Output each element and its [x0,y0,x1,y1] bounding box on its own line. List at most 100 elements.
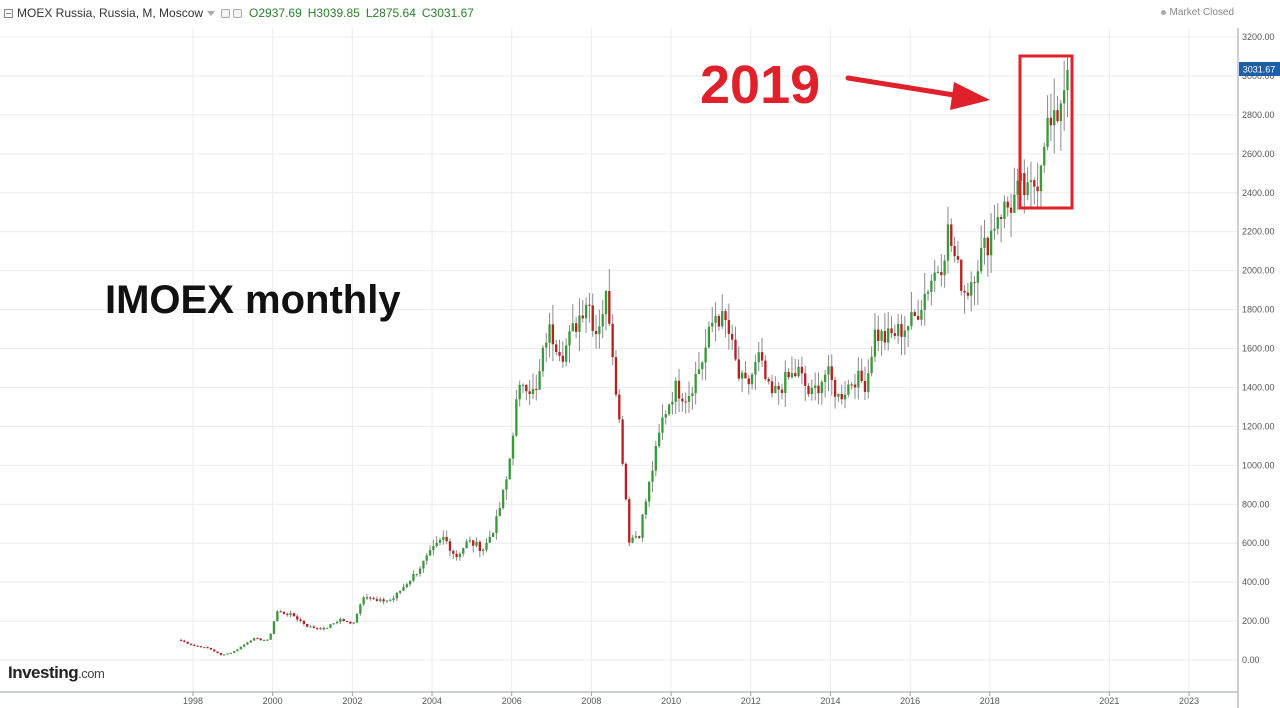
candle [501,489,505,510]
candle [648,481,651,508]
settings-icon[interactable] [233,8,243,18]
candle-body-up [797,366,800,377]
candle-body-down [535,388,538,390]
investing-logo[interactable]: Investing.com [8,663,105,683]
candle [797,359,800,379]
candle [794,358,797,378]
candle [292,612,296,617]
candle-body-up [1059,103,1063,122]
candle-body-down [196,645,199,647]
candle-body-down [1009,207,1013,213]
candle [611,314,614,366]
candle-body-up [823,374,827,382]
candle [1003,195,1006,229]
candle-body-up [475,541,478,546]
eye-icon[interactable] [221,8,231,18]
candle-body-up [359,604,362,614]
candle-body-up [571,323,574,332]
candle-body-down [319,628,322,630]
candle [385,600,389,604]
candle-body-down [1033,180,1036,187]
candle-body-down [179,639,183,641]
candle [1063,60,1066,131]
candle-body-up [521,384,525,386]
candle-body-down [677,380,681,399]
candle-body-up [578,315,581,332]
candle-body-up [870,356,873,374]
candle [548,312,551,358]
candle-body-down [286,613,289,615]
candle-body-up [545,342,548,348]
candle-body-up [229,652,233,654]
candle [538,359,541,390]
candle [395,591,399,602]
candle [442,530,445,545]
x-tick-label: 2023 [1179,696,1199,706]
candle-body-down [186,641,189,644]
collapse-icon[interactable] [4,8,13,18]
candle-body-down [877,329,880,341]
candle-body-down [581,315,584,319]
candle [179,638,183,642]
x-tick-label: 2012 [741,696,761,706]
candle [186,641,189,645]
candle [289,610,292,618]
candle [883,312,887,351]
candle [561,341,565,368]
x-tick-label: 1998 [183,696,203,706]
candle-body-down [183,640,186,642]
candle-body-down [953,245,956,257]
candle-body-up [498,507,501,517]
candle [462,547,465,557]
y-tick-label: 0.00 [1242,655,1260,665]
candle-body-up [252,638,256,641]
candle-body-down [916,316,920,320]
candle [249,639,252,643]
candle [853,373,857,400]
candle-body-up [402,587,405,591]
candle-body-up [740,372,744,379]
candle [953,236,956,263]
candle [511,432,515,466]
candle-body-down [369,597,372,599]
candle-body-up [897,323,900,336]
y-tick-label: 800.00 [1242,499,1270,509]
candle [531,373,535,399]
candle [996,203,999,235]
candle-body-up [667,404,671,415]
candle-body-down [365,597,369,599]
candle [594,314,598,349]
candle-body-up [757,352,760,363]
candle-body-up [584,304,588,319]
candle [1013,167,1016,214]
candle-body-down [375,599,379,601]
candle-body-down [282,611,286,614]
candle-body-up [1029,180,1033,183]
candle-body-up [784,371,787,393]
candle [850,382,853,390]
candle [584,297,588,333]
symbol-label[interactable]: MOEX Russia, Russia, M, Moscow [17,6,204,20]
chart-annotation-year: 2019 [700,55,821,115]
candle-body-up [233,651,236,653]
candle-body-down [345,621,349,623]
candle-body-up [538,371,541,390]
candle-body-up [936,272,940,274]
candle [399,590,402,595]
candle [262,639,266,642]
candle-body-up [495,516,498,534]
candle [392,595,395,603]
candle-body-down [764,360,767,379]
candle [757,341,760,372]
candle-body-down [804,373,807,386]
candle [897,314,900,344]
candle [1053,78,1056,154]
candle-body-up [418,568,422,574]
candle-body-down [734,339,737,360]
open-value: O2937.69 [249,6,302,20]
candle [804,365,807,402]
candle-body-up [604,290,608,315]
chevron-down-icon[interactable] [207,10,216,16]
candle-body-down [681,398,684,402]
